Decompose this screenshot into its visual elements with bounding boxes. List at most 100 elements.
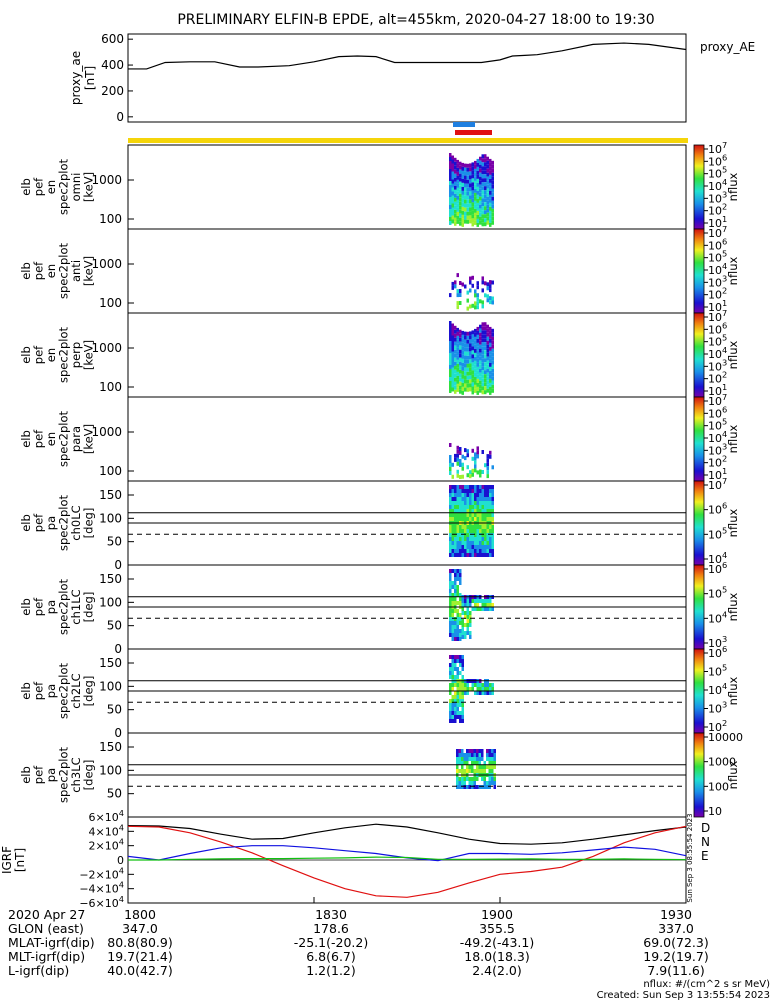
heatmap-cell (469, 371, 472, 376)
heatmap-cell (464, 533, 467, 537)
heatmap-cell (463, 761, 466, 765)
heatmap-cell (474, 541, 477, 545)
ylabel-line: [keV] (82, 256, 96, 286)
heatmap-cell (456, 359, 459, 364)
heatmap-cell (491, 200, 494, 205)
heatmap-cell (471, 182, 474, 187)
heatmap-cell (449, 153, 452, 157)
heatmap-cell (456, 537, 459, 541)
heatmap-cell (486, 376, 489, 381)
heatmap-cell (484, 525, 487, 529)
heatmap-cell (471, 525, 474, 529)
heatmap-cell (486, 485, 489, 489)
ytick-label: 0 (114, 726, 122, 740)
heatmap-cell (449, 707, 452, 711)
heatmap-cell (474, 344, 477, 349)
heatmap-cell (484, 338, 487, 343)
heatmap-cell (491, 184, 494, 189)
heatmap-cell (459, 189, 462, 194)
heatmap-cell (471, 777, 474, 781)
heatmap-cell (474, 509, 477, 513)
heatmap-cell (464, 501, 467, 505)
heatmap-cell (449, 361, 452, 365)
heatmap-cell (481, 390, 484, 395)
heatmap-cell (461, 186, 464, 191)
heatmap-cell (466, 163, 469, 168)
heatmap-cell (481, 280, 484, 285)
heatmap-cell (459, 337, 462, 342)
heatmap-cell (459, 447, 462, 451)
panel-frame (127, 144, 687, 230)
heatmap-cell (491, 465, 494, 470)
heatmap-cell (456, 667, 459, 671)
heatmap-cell (474, 553, 477, 557)
heatmap-cell (486, 212, 489, 217)
heatmap-cell (468, 785, 471, 789)
heatmap-cell (464, 631, 467, 635)
ytick-label: 0 (114, 642, 122, 656)
heatmap-cell (449, 157, 452, 161)
heatmap-cell (451, 581, 454, 585)
ylabel-line: omni (69, 173, 83, 202)
heatmap-cell (459, 181, 462, 186)
heatmap-cell (464, 525, 467, 529)
heatmap-cell (476, 603, 479, 607)
heatmap-cell (449, 715, 452, 719)
heatmap-cell (459, 381, 462, 386)
heatmap-cell (486, 188, 489, 193)
heatmap-cell (491, 497, 494, 501)
heatmap-cell (449, 691, 452, 695)
heatmap-cell (466, 493, 469, 497)
heatmap-cell (454, 213, 457, 218)
heatmap-cell (464, 183, 467, 188)
heatmap-cell (456, 493, 459, 497)
heatmap-cell (461, 170, 464, 175)
heatmap-cell (459, 493, 462, 497)
heatmap-cell (459, 703, 462, 707)
heatmap-cell (449, 633, 452, 637)
heatmap-cell (474, 293, 477, 298)
heatmap-cell (464, 635, 467, 639)
ytick-label: 150 (99, 488, 122, 502)
heatmap-cell (451, 663, 454, 667)
heatmap-cell (454, 185, 457, 190)
heatmap-cell (451, 569, 454, 573)
heatmap-cell (454, 217, 457, 222)
heatmap-cell (476, 346, 479, 351)
heatmap-cell (449, 549, 452, 553)
heatmap-cell (483, 785, 486, 789)
ytick-label: 150 (99, 740, 122, 754)
heatmap-cell (463, 781, 466, 785)
heatmap-cell (488, 761, 491, 765)
proxy-ae-line (128, 42, 687, 70)
heatmap-cell (488, 781, 491, 785)
heatmap-cell (484, 382, 487, 387)
heatmap-cell (456, 327, 459, 332)
heatmap-cell (454, 569, 457, 573)
heatmap-cell (469, 304, 472, 309)
heatmap-cell (486, 687, 489, 691)
heatmap-cell (471, 781, 474, 785)
heatmap-cell (486, 533, 489, 537)
heatmap-cell (479, 599, 482, 603)
heatmap-cell (476, 178, 479, 183)
heatmap-cell (454, 609, 457, 613)
heatmap-cell (484, 553, 487, 557)
heatmap-cell (488, 785, 491, 789)
igrf-ytick-label: 0 (117, 854, 124, 867)
heatmap-cell (464, 339, 467, 344)
heatmap-cell (464, 175, 467, 180)
heatmap-cell (466, 785, 469, 789)
colorbar-tick-label: 106 (708, 320, 727, 336)
heatmap-cell (451, 195, 454, 200)
heatmap-cell (451, 183, 454, 188)
heatmap-cell (464, 215, 467, 220)
heatmap-cell (479, 493, 482, 497)
heatmap-cell (458, 753, 461, 757)
heatmap-cell (456, 355, 459, 360)
heatmap-cell (451, 187, 454, 192)
heatmap-cell (456, 469, 459, 474)
heatmap-cell (459, 581, 462, 585)
heatmap-cell (456, 715, 459, 719)
heatmap-cell (451, 175, 454, 180)
